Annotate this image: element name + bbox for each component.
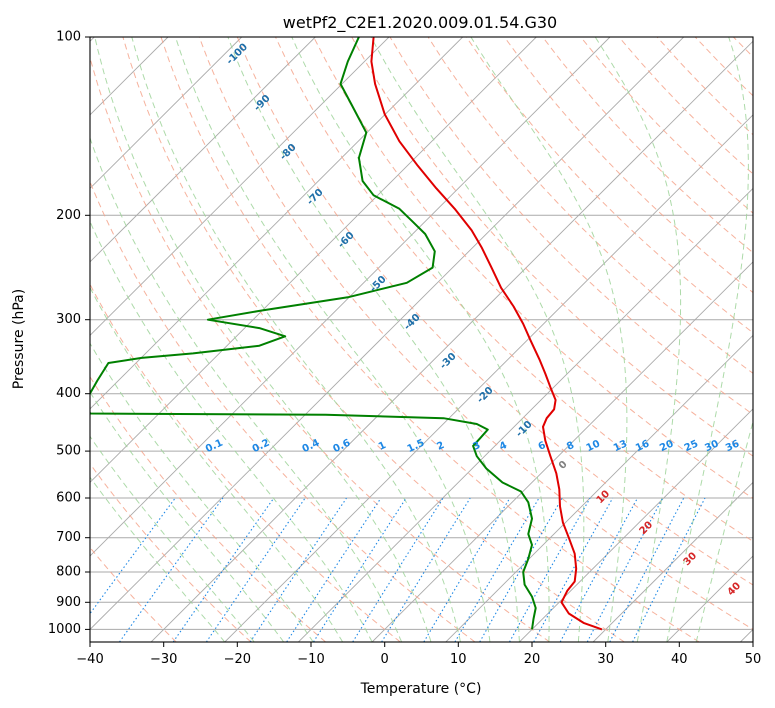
mixing-ratio-label: 10 [585, 438, 602, 454]
moist-adiabat [131, 37, 461, 642]
moist-adiabat [90, 286, 344, 642]
moist-adiabat [695, 419, 753, 642]
data-lines [90, 37, 603, 631]
mixing-ratio-label: 2 [435, 440, 446, 453]
moist-adiabat [90, 342, 314, 642]
mixing-ratio-label: 25 [683, 438, 700, 454]
plot-frame [89, 36, 754, 643]
mixing-ratio-label: 6 [537, 440, 548, 453]
mixing-ratio-line [381, 497, 471, 642]
y-tick-label: 900 [56, 595, 81, 610]
y-tick-label: 700 [56, 530, 81, 545]
isotherm-line [90, 37, 243, 190]
dry-adiabat [503, 37, 753, 294]
mixing-ratio-line [559, 497, 638, 642]
moist-adiabat [666, 37, 749, 642]
moist-adiabat [227, 37, 520, 642]
isotherm-line [224, 114, 753, 642]
dry-adiabat [313, 37, 753, 500]
moist-adiabat [90, 391, 285, 642]
moist-adiabat [90, 435, 255, 642]
temperature-line [370, 37, 603, 631]
x-tick-label: 20 [524, 652, 541, 667]
mixing-ratio-label: 8 [565, 440, 576, 453]
moist-adiabat [175, 37, 491, 642]
x-tick-label: −40 [76, 652, 103, 667]
mixing-ratio-label: 4 [498, 440, 509, 453]
mixing-ratio-line [423, 497, 511, 642]
x-tick-label: −30 [150, 652, 177, 667]
dry-adiabat [160, 37, 700, 642]
mixing-ratio-label: 1 [377, 440, 388, 453]
moist-adiabat [94, 37, 432, 642]
x-axis-ticks: −40 −30 −20 −10 0 10 20 30 40 50 [76, 642, 761, 667]
x-axis-title: Temperature (°C) [360, 681, 482, 697]
moist-adiabat [291, 37, 550, 642]
isotherm-line [90, 37, 611, 557]
dry-adiabat [90, 55, 550, 642]
y-tick-label: 800 [56, 565, 81, 580]
moist-adiabat [90, 136, 403, 642]
isotherm-line [371, 261, 753, 642]
isotherm-line [90, 37, 390, 337]
mixing-ratio-line [352, 497, 444, 642]
dry-adiabat [275, 37, 753, 542]
x-tick-label: −10 [297, 652, 324, 667]
y-tick-label: 100 [56, 30, 81, 45]
y-tick-label: 500 [56, 444, 81, 459]
mixing-ratio-label: 30 [703, 438, 720, 454]
x-tick-label: 40 [671, 652, 688, 667]
mixing-ratio-label: 20 [658, 438, 675, 454]
dry-adiabat [236, 37, 753, 586]
mixing-ratio-label: 36 [724, 438, 741, 454]
mixing-ratio-line [632, 497, 706, 642]
y-axis-ticks: 100 200 300 400 500 600 700 800 900 1000 [48, 30, 90, 637]
moist-adiabat [90, 476, 226, 642]
x-tick-label: 0 [381, 652, 389, 667]
mixing-ratio-line [609, 497, 685, 642]
mixing-ratio-line [249, 497, 347, 642]
isotherm-line [592, 481, 753, 642]
mixing-ratio-line [90, 497, 176, 615]
y-tick-label: 300 [56, 312, 81, 327]
isotherm-line [519, 408, 753, 642]
mixing-ratio-line [586, 497, 664, 642]
dry-adiabat [198, 37, 753, 630]
isotherm-line [90, 37, 685, 631]
moist-adiabat [370, 37, 585, 642]
y-tick-label: 200 [56, 208, 81, 223]
mixing-ratio-label: 3 [471, 440, 482, 453]
mixing-ratio-label: 13 [612, 438, 629, 454]
isotherm-line [445, 334, 753, 642]
y-tick-label: 400 [56, 386, 81, 401]
isotherm-line [90, 37, 316, 263]
x-tick-label: 30 [597, 652, 614, 667]
moist-adiabat [90, 220, 373, 642]
y-axis-title: Pressure (hPa) [11, 289, 27, 389]
dry-adiabat [90, 462, 252, 642]
x-tick-label: 10 [450, 652, 467, 667]
moist-adiabat [470, 37, 628, 642]
mixing-ratio-line [119, 497, 224, 642]
mixing-ratio-label: 16 [634, 438, 651, 454]
isotherm-line [90, 37, 537, 484]
isotherm-line [150, 40, 753, 642]
chart-title: wetPf2_C2E1.2020.009.01.54.G30 [283, 13, 557, 33]
x-tick-label: −20 [224, 652, 251, 667]
x-tick-label: 50 [745, 652, 762, 667]
moist-adiabat [594, 37, 682, 642]
isotherm-line [90, 37, 464, 410]
y-tick-label: 1000 [48, 622, 81, 637]
y-tick-label: 600 [56, 491, 81, 506]
dry-adiabat [90, 375, 326, 642]
dewpoint-line [90, 37, 537, 630]
